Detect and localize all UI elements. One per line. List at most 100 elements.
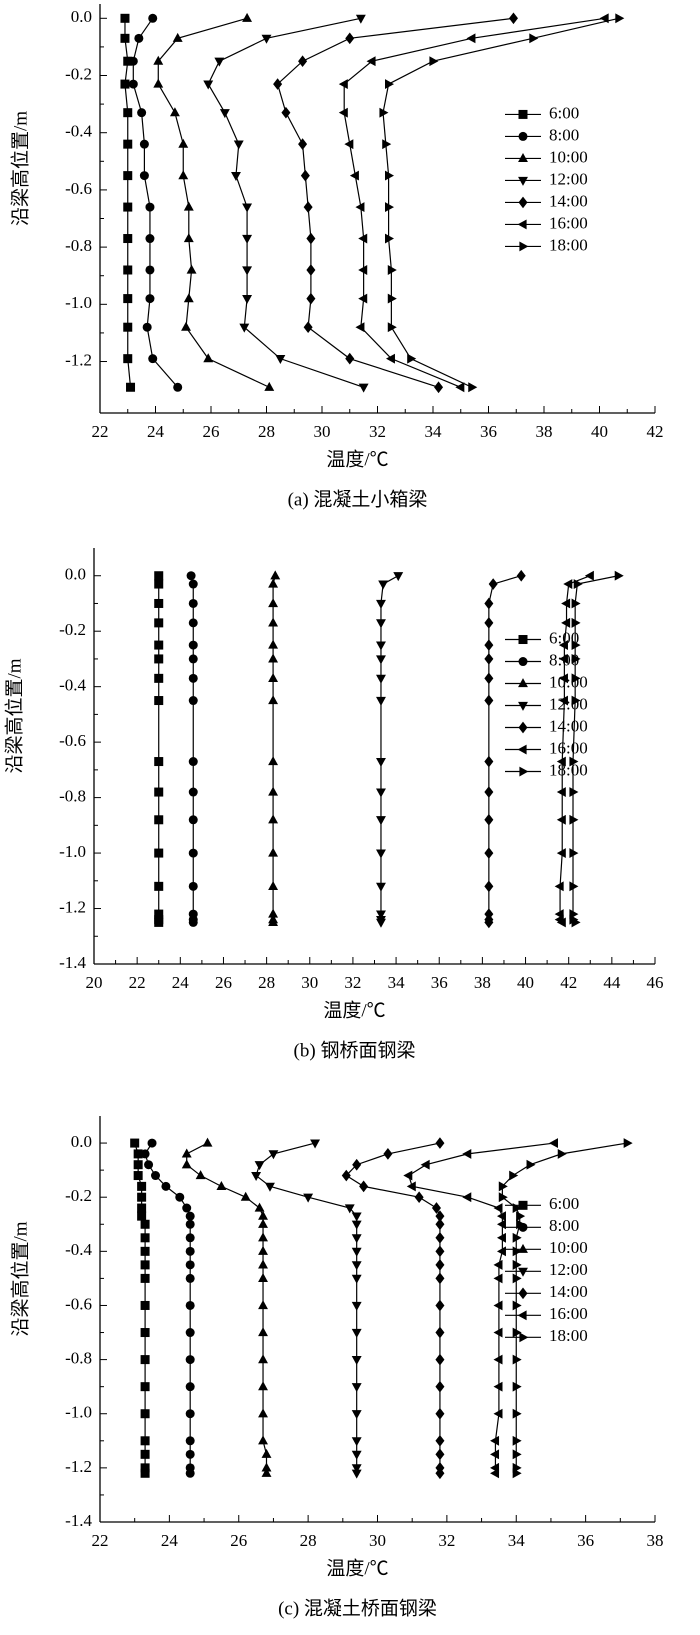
data-point [468,382,478,393]
data-point [376,757,386,767]
data-point [186,571,196,581]
legend-marker [517,219,527,230]
data-point [137,1203,147,1213]
x-tick-label: 22 [92,422,109,441]
data-point [561,598,571,609]
data-point [376,918,386,928]
legend-label: 12:00 [549,169,588,188]
data-point [137,1181,147,1191]
data-point [242,203,253,213]
legend-marker [519,241,529,252]
data-point [154,598,164,608]
data-point [154,640,164,650]
data-point [393,572,404,582]
data-point [563,579,573,590]
data-point [202,1137,213,1147]
data-point [123,234,133,244]
data-point [383,1148,393,1160]
x-tick-label: 46 [647,973,664,992]
data-point [406,1181,416,1192]
data-point [351,1437,362,1447]
data-point [352,1158,362,1171]
data-point [300,169,310,182]
data-point [516,569,526,582]
data-point [484,617,494,629]
data-point [258,1300,268,1310]
data-point [484,639,494,651]
data-point [185,1273,195,1283]
data-point [137,108,147,118]
legend-marker [518,131,528,141]
data-point [268,653,279,663]
x-tick-label: 30 [369,1531,386,1550]
data-point [298,55,308,68]
data-point [431,1202,441,1214]
x-tick-label: 38 [536,422,553,441]
data-point [140,1233,150,1243]
y-tick-label: -1.4 [65,1511,92,1530]
data-point [188,881,198,891]
data-point [188,618,198,628]
data-point [351,1301,362,1311]
legend-label: 16:00 [549,738,588,757]
data-point [130,1138,140,1148]
data-point [435,1380,445,1393]
data-point [183,293,194,303]
data-point [556,756,566,767]
data-point [268,578,279,588]
data-point [268,672,279,682]
data-point [268,814,279,824]
data-point [498,1192,508,1203]
data-point [123,294,133,304]
data-point [239,323,250,333]
data-point [258,1245,268,1255]
data-point [188,787,198,797]
legend-marker [518,657,528,667]
y-tick-label: -1.0 [65,293,92,312]
x-tick-label: 36 [431,973,448,992]
legend-label: 18:00 [549,760,588,779]
caption: (a) 混凝土小箱梁 [288,488,428,510]
data-point [558,695,568,706]
data-point [407,353,417,364]
data-point [242,234,253,244]
data-point [154,618,164,628]
data-point [154,815,164,825]
data-point [385,79,394,90]
data-point [254,1202,265,1212]
data-point [281,106,291,119]
data-point [571,653,581,664]
data-point [134,33,144,43]
data-point [268,786,279,796]
data-point [140,1219,150,1229]
data-point [508,12,518,25]
x-tick-label: 34 [425,422,443,441]
data-point [529,33,539,44]
data-point [385,353,395,364]
data-point [183,201,194,211]
data-point [435,1272,445,1285]
data-point [123,202,133,212]
data-point [358,293,368,304]
data-point [345,32,355,45]
data-point [140,1149,150,1159]
data-point [614,570,624,581]
data-point [490,1468,500,1479]
data-point [261,1448,272,1458]
data-point [484,653,494,665]
data-point [351,1247,362,1257]
data-point [154,571,164,581]
data-point [435,1299,445,1312]
data-point [203,80,214,90]
data-point [145,234,155,244]
data-point [376,882,386,892]
series-line [408,1142,555,1474]
data-point [349,170,359,181]
data-point [484,880,494,893]
series-line [190,575,194,923]
series-line [345,1142,441,1474]
data-point [133,1149,143,1159]
data-point [203,353,214,363]
data-point [484,786,494,798]
